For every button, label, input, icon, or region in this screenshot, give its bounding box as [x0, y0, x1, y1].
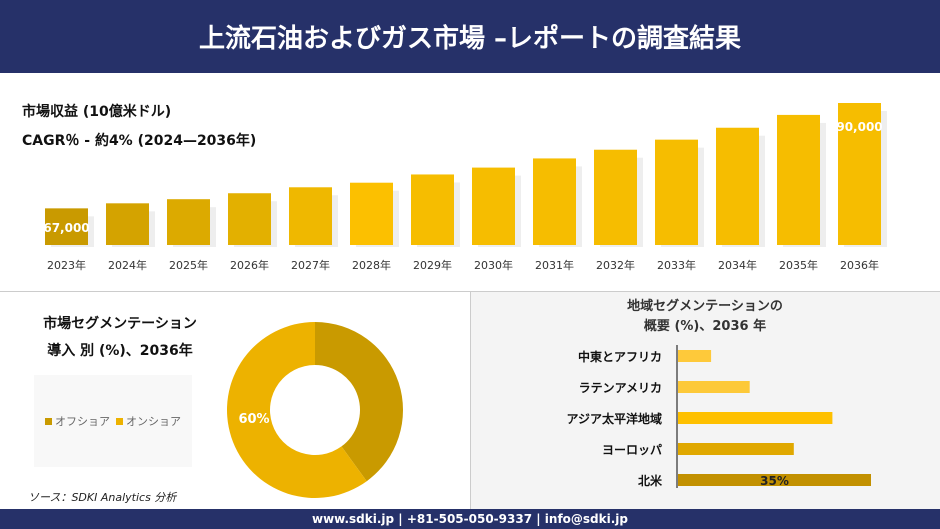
bar-ヨーロッパ: [678, 443, 794, 455]
x-tick-label: 2029年: [413, 258, 452, 272]
x-tick-label: 2033年: [657, 258, 696, 272]
x-tick-label: 2024年: [108, 258, 147, 272]
donut-slice-オンショア: [227, 322, 367, 498]
donut-legend: オフショア オンショア: [34, 375, 192, 467]
region-panel: [470, 292, 940, 509]
divider: [0, 291, 940, 292]
bar-ラテンアメリカ: [678, 381, 750, 393]
data-label: 67,000: [43, 221, 89, 235]
x-tick-label: 2036年: [840, 258, 879, 272]
installation-donut-chart: 60%: [227, 322, 403, 498]
segment-chart-title: 市場セグメンテーション 導入 別 (%)、2036年: [20, 311, 220, 365]
report-title: 上流石油およびガス市場 –レポートの調査結果: [0, 0, 940, 73]
bar-2033年: [655, 139, 698, 245]
donut-slice-オフショア: [315, 322, 403, 482]
source-note: ソース：SDKI Analytics 分析: [28, 491, 177, 504]
bar-2034年: [716, 127, 759, 245]
bar-2036年: [838, 103, 881, 245]
legend-swatch: [116, 418, 123, 425]
x-tick-label: 2026年: [230, 258, 269, 272]
footer-contact: www.sdki.jp | +81-505-050-9337 | info@sd…: [0, 509, 940, 529]
revenue-chart-cagr: CAGR％ - 約4% (2024—2036年): [22, 133, 257, 149]
bar-2024年: [106, 203, 149, 245]
x-tick-label: 2031年: [535, 258, 574, 272]
segment-title-line1: 市場セグメンテーション: [43, 316, 197, 332]
bar-2027年: [289, 187, 332, 245]
bar-2025年: [167, 199, 210, 245]
revenue-chart-title: 市場収益 (10億米ドル): [22, 104, 172, 120]
bar-2032年: [594, 149, 637, 245]
donut-data-label: 60%: [238, 412, 269, 427]
bar-2035年: [777, 114, 820, 246]
category-label: ヨーロッパ: [602, 443, 662, 457]
x-tick-label: 2030年: [474, 258, 513, 272]
revenue-bar-chart: 2023年 67,000 2024年 2025年 2026年 2027年 2028年 2029…: [43, 103, 887, 272]
x-tick-label: 2034年: [718, 258, 757, 272]
category-label: ラテンアメリカ: [579, 381, 662, 395]
bar-2026年: [228, 193, 271, 245]
x-tick-label: 2023年: [47, 258, 86, 272]
data-label: 90,000: [836, 120, 882, 134]
bar-2028年: [350, 182, 393, 245]
data-label: 35%: [760, 474, 789, 488]
category-label: 北米: [638, 473, 663, 488]
x-tick-label: 2025年: [169, 258, 208, 272]
segment-title-line2: 導入 別 (%)、2036年: [47, 343, 193, 359]
x-tick-label: 2032年: [596, 258, 635, 272]
legend-item-offshore: オフショア: [45, 413, 110, 429]
category-label: 中東とアフリカ: [578, 349, 662, 364]
legend-label: オフショア: [55, 415, 110, 428]
bar-2030年: [472, 167, 515, 245]
x-tick-label: 2028年: [352, 258, 391, 272]
region-title-line2: 概要 (%)、2036 年: [643, 319, 767, 334]
bar-2031年: [533, 158, 576, 245]
legend-label: オンショア: [126, 415, 181, 428]
category-label: アジア太平洋地域: [566, 411, 662, 426]
x-tick-label: 2035年: [779, 258, 818, 272]
bar-アジア太平洋地域: [678, 412, 833, 424]
legend-swatch: [45, 418, 52, 425]
legend-item-onshore: オンショア: [116, 413, 181, 429]
region-title-line1: 地域セグメンテーションの: [627, 299, 783, 314]
bar-2029年: [411, 174, 454, 245]
bar-中東とアフリカ: [678, 350, 712, 362]
region-chart-title: 地域セグメンテーションの 概要 (%)、2036 年: [580, 297, 830, 337]
x-tick-label: 2027年: [291, 258, 330, 272]
bar-北米: [678, 474, 871, 486]
bar-2023年: [45, 208, 88, 245]
